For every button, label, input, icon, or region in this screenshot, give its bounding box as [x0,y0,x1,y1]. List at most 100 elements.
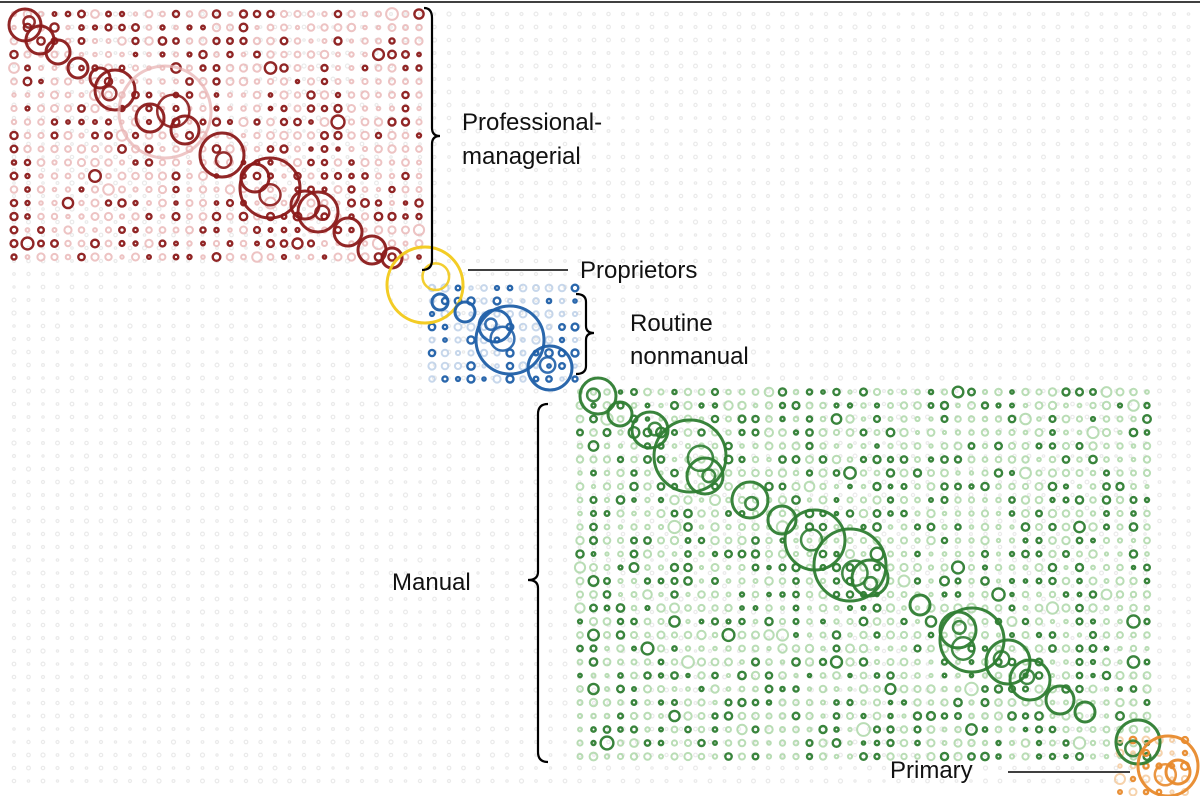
background-dot [244,662,248,666]
background-dot [331,675,335,679]
background-dot [766,571,770,575]
background-dot [678,245,684,251]
background-dot [287,740,292,744]
professional-dot [37,118,45,126]
background-dot [1157,480,1162,484]
background-dot [707,570,713,576]
background-dot [40,310,46,316]
background-dot [446,128,452,134]
background-dot [1011,245,1017,251]
background-dot [141,531,148,537]
background-dot [1012,298,1017,302]
background-dot [258,584,263,588]
background-dot [562,206,568,212]
background-dot [1157,674,1162,680]
background-dot [388,596,394,602]
background-dot [1012,102,1017,107]
background-dot [40,466,46,472]
background-dot [69,219,75,225]
background-dot [127,778,133,784]
background-dot [1157,128,1162,134]
background-dot [1012,76,1017,82]
background-dot [519,467,524,472]
background-dot [229,649,234,653]
background-dot [968,492,974,498]
background-dot [142,77,147,81]
background-dot [968,323,974,329]
background-dot [925,115,930,121]
background-dot [635,233,640,237]
background-dot [1041,376,1046,380]
background-dot [707,401,713,407]
background-dot [359,739,365,745]
background-dot [664,714,669,718]
background-dot [330,362,336,368]
background-dot [286,11,293,17]
background-dot [606,531,611,537]
background-dot [1114,441,1118,445]
background-dot [403,180,408,186]
background-dot [70,324,74,328]
background-dot [99,116,103,120]
background-dot [489,752,496,758]
background-dot [591,687,597,693]
background-dot [113,752,118,758]
background-dot [359,284,365,290]
background-dot [1143,532,1147,536]
background-dot [562,531,567,536]
background-dot [606,129,611,134]
background-dot [924,622,931,628]
background-dot [548,167,553,173]
background-dot [360,623,364,627]
background-dot [171,557,176,563]
background-dot [910,206,916,212]
background-dot [534,766,538,770]
background-dot [171,440,176,446]
background-dot [1186,636,1191,640]
background-dot [649,37,655,43]
background-dot [606,258,611,264]
background-dot [867,544,872,550]
background-dot [171,232,176,238]
background-dot [954,544,959,549]
background-dot [910,219,916,225]
professional-dot [9,198,19,208]
background-dot [519,441,524,445]
background-dot [1084,232,1090,238]
background-dot [519,570,524,576]
background-dot [998,506,1002,510]
background-dot [968,180,974,186]
background-dot [1172,246,1176,250]
background-dot [40,493,45,498]
background-dot [1055,24,1061,30]
background-dot [983,349,988,355]
background-dot [11,479,17,485]
background-dot [490,766,495,770]
background-dot [679,571,683,575]
background-dot [910,258,916,264]
background-dot [562,778,568,784]
background-dot [548,766,553,770]
background-dot [214,206,220,212]
background-dot [171,649,176,653]
background-dot [1171,674,1177,680]
background-dot [1142,544,1148,550]
background-dot [374,687,379,693]
professional-dot [23,144,32,154]
background-dot [867,298,872,302]
background-dot [1099,454,1104,459]
background-dot [69,570,75,576]
background-dot [722,155,727,159]
background-dot [214,648,220,654]
background-dot [418,688,422,692]
background-dot [663,687,669,693]
background-dot [345,778,350,783]
background-dot [40,271,46,277]
background-dot [866,154,873,160]
background-dot [1171,700,1177,706]
background-dot [374,570,380,576]
background-dot [128,363,133,368]
background-dot [316,687,321,692]
background-dot [344,115,351,121]
background-dot [83,531,89,537]
